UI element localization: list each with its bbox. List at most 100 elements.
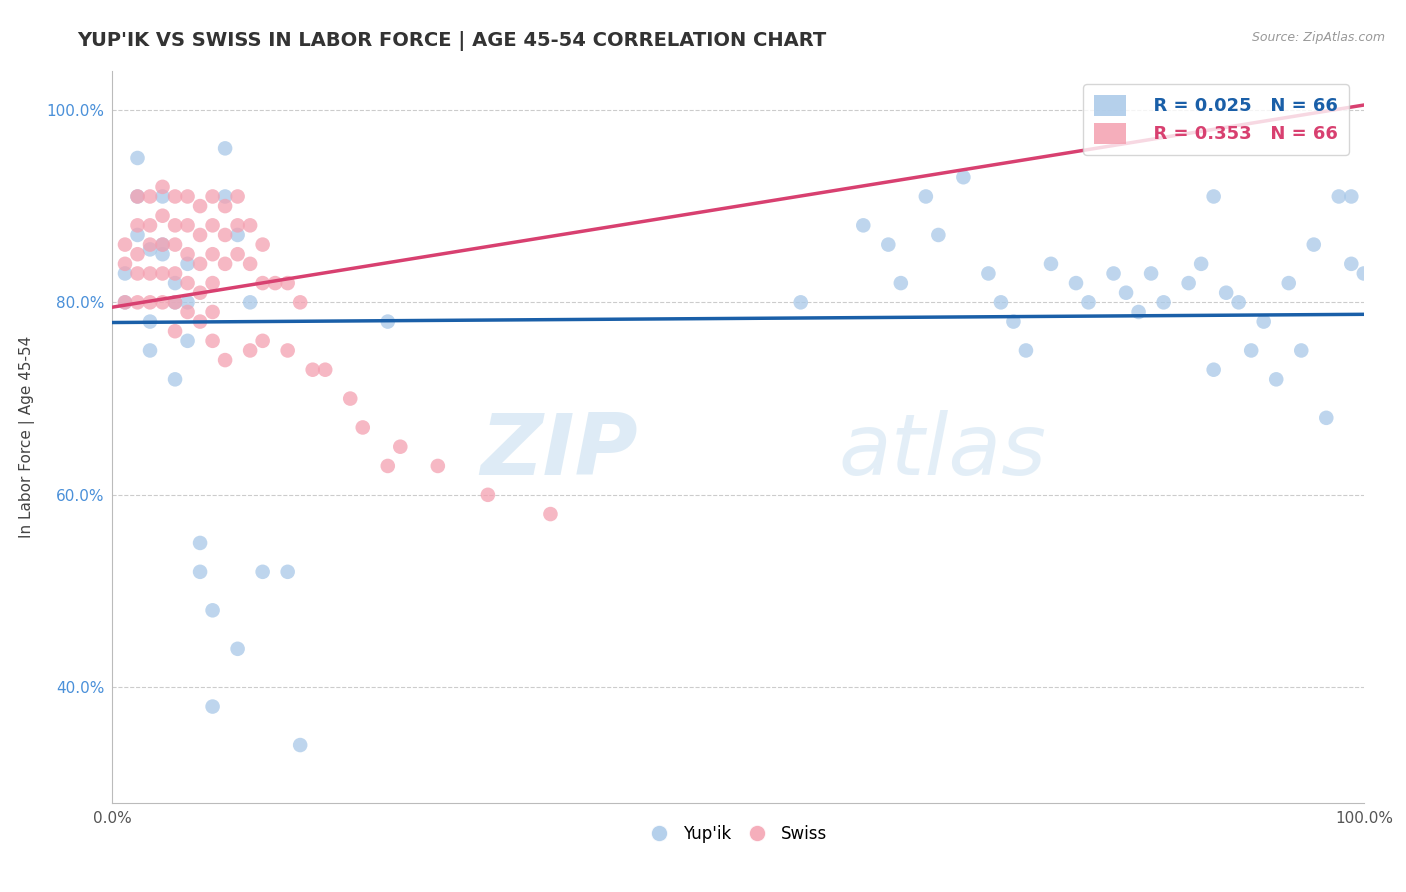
Text: ZIP: ZIP: [481, 410, 638, 493]
Text: Source: ZipAtlas.com: Source: ZipAtlas.com: [1251, 31, 1385, 45]
Point: [188, 227, 211, 242]
Point: [1215, 285, 1237, 300]
Point: [163, 295, 186, 310]
Point: [139, 267, 162, 281]
Point: [139, 343, 162, 358]
Point: [290, 738, 312, 752]
Point: [152, 237, 174, 252]
Point: [163, 372, 186, 386]
Point: [163, 267, 186, 281]
Text: YUP'IK VS SWISS IN LABOR FORCE | AGE 45-54 CORRELATION CHART: YUP'IK VS SWISS IN LABOR FORCE | AGE 45-…: [77, 31, 827, 51]
Point: [252, 565, 274, 579]
Point: [877, 237, 900, 252]
Point: [188, 199, 211, 213]
Point: [226, 219, 249, 233]
Point: [352, 420, 374, 434]
Point: [152, 295, 174, 310]
Point: [139, 243, 162, 257]
Point: [214, 227, 236, 242]
Point: [1302, 237, 1324, 252]
Point: [377, 315, 399, 329]
Point: [239, 343, 262, 358]
Point: [127, 267, 149, 281]
Point: [226, 189, 249, 203]
Point: [188, 285, 211, 300]
Point: [1177, 276, 1199, 290]
Point: [114, 295, 136, 310]
Point: [1102, 267, 1125, 281]
Point: [139, 219, 162, 233]
Point: [201, 699, 224, 714]
Point: [1253, 315, 1275, 329]
Point: [127, 247, 149, 261]
Point: [201, 603, 224, 617]
Point: [277, 343, 299, 358]
Point: [176, 247, 198, 261]
Y-axis label: In Labor Force | Age 45-54: In Labor Force | Age 45-54: [20, 336, 35, 538]
Point: [239, 295, 262, 310]
Point: [139, 315, 162, 329]
Point: [163, 189, 186, 203]
Point: [239, 257, 262, 271]
Point: [1064, 276, 1087, 290]
Point: [990, 295, 1012, 310]
Point: [1128, 305, 1150, 319]
Point: [1240, 343, 1263, 358]
Point: [426, 458, 449, 473]
Point: [188, 315, 211, 329]
Point: [214, 189, 236, 203]
Point: [127, 189, 149, 203]
Point: [226, 641, 249, 656]
Point: [1340, 189, 1362, 203]
Point: [114, 237, 136, 252]
Point: [127, 295, 149, 310]
Point: [1002, 315, 1025, 329]
Point: [226, 247, 249, 261]
Point: [252, 334, 274, 348]
Point: [201, 276, 224, 290]
Point: [277, 276, 299, 290]
Point: [538, 507, 561, 521]
Point: [977, 267, 1000, 281]
Point: [314, 362, 336, 376]
Point: [127, 219, 149, 233]
Point: [1202, 189, 1225, 203]
Point: [1140, 267, 1163, 281]
Point: [201, 305, 224, 319]
Point: [139, 189, 162, 203]
Point: [188, 565, 211, 579]
Point: [301, 362, 323, 376]
Point: [1353, 267, 1375, 281]
Point: [127, 151, 149, 165]
Point: [214, 257, 236, 271]
Point: [290, 295, 312, 310]
Point: [152, 267, 174, 281]
Point: [163, 295, 186, 310]
Point: [201, 219, 224, 233]
Point: [152, 247, 174, 261]
Point: [1291, 343, 1313, 358]
Point: [176, 219, 198, 233]
Point: [1153, 295, 1175, 310]
Point: [152, 189, 174, 203]
Point: [176, 334, 198, 348]
Point: [252, 276, 274, 290]
Point: [201, 247, 224, 261]
Point: [152, 179, 174, 194]
Point: [927, 227, 949, 242]
Point: [201, 189, 224, 203]
Point: [239, 219, 262, 233]
Point: [176, 295, 198, 310]
Point: [127, 227, 149, 242]
Point: [1278, 276, 1301, 290]
Point: [1327, 189, 1350, 203]
Point: [139, 237, 162, 252]
Point: [176, 305, 198, 319]
Point: [114, 257, 136, 271]
Point: [201, 334, 224, 348]
Point: [1039, 257, 1063, 271]
Point: [389, 440, 412, 454]
Point: [152, 237, 174, 252]
Point: [1340, 257, 1362, 271]
Point: [114, 267, 136, 281]
